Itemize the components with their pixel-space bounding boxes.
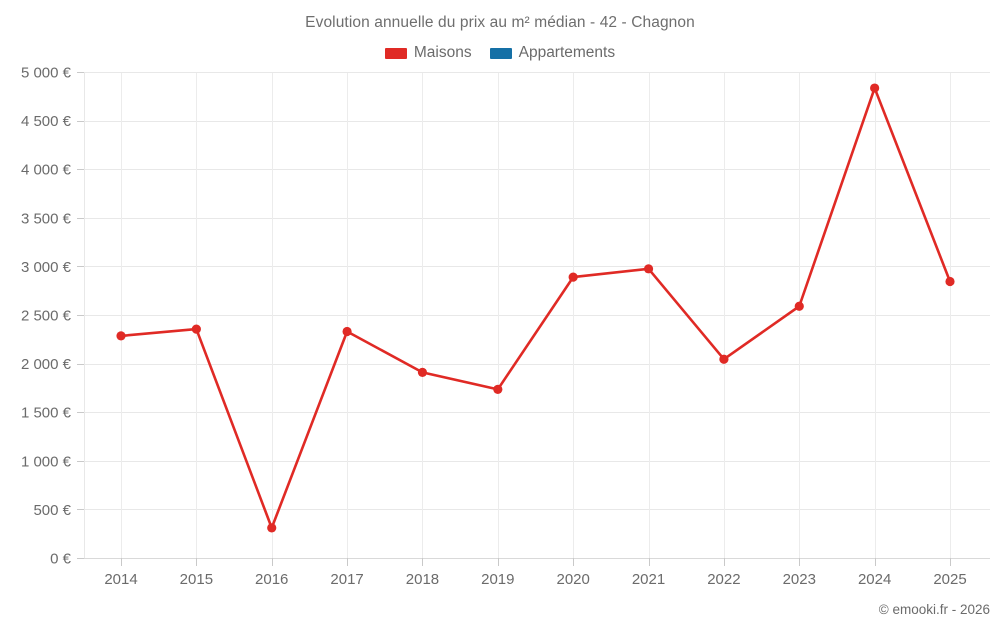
x-tick-label: 2020	[556, 571, 589, 588]
legend-swatch-appartements	[489, 47, 512, 59]
legend-label-appartements: Appartements	[518, 44, 616, 61]
data-point-maisons[interactable]	[267, 523, 277, 533]
x-tick-label: 2018	[406, 571, 439, 588]
y-tick-label: 500 €	[33, 502, 71, 519]
x-tickmarks	[77, 72, 951, 566]
legend-swatch-maisons	[384, 47, 407, 59]
data-point-maisons[interactable]	[417, 367, 428, 377]
axis-lines	[84, 72, 990, 558]
series-lines	[119, 86, 952, 530]
y-tick-labels: 0 € 500 € 1 000 € 1 500 € 2 000 € 2 500 € 3 00…	[21, 65, 72, 568]
data-point-maisons[interactable]	[493, 384, 503, 394]
data-point-maisons[interactable]	[870, 83, 880, 93]
credit-text: © emooki.fr - 2026	[878, 602, 990, 617]
y-tick-label: 5 000 €	[21, 65, 72, 82]
x-tick-label: 2025	[933, 571, 966, 588]
data-point-maisons[interactable]	[719, 354, 729, 364]
y-tick-label: 0 €	[50, 551, 72, 568]
x-tick-label: 2021	[632, 571, 665, 588]
legend-label-maisons: Maisons	[413, 44, 472, 61]
data-point-maisons[interactable]	[794, 301, 804, 311]
x-tick-label: 2023	[783, 571, 816, 588]
chart-legend: Maisons Appartements	[0, 44, 1000, 62]
y-tick-label: 4 000 €	[21, 162, 72, 179]
y-tick-label: 1 500 €	[21, 405, 72, 422]
x-tick-label: 2014	[104, 571, 137, 588]
data-point-maisons[interactable]	[945, 276, 955, 287]
y-tick-label: 1 000 €	[21, 453, 72, 470]
data-point-maisons[interactable]	[643, 264, 654, 274]
x-gridlines	[121, 72, 951, 558]
series-line-maisons	[119, 86, 952, 530]
x-tick-label: 2017	[330, 571, 363, 588]
legend-item-appartements[interactable]: Appartements	[489, 44, 616, 62]
series-points	[116, 83, 955, 533]
legend-item-maisons[interactable]: Maisons	[384, 44, 472, 62]
y-tick-label: 2 500 €	[21, 308, 72, 325]
y-tick-label: 2 000 €	[21, 356, 72, 373]
x-tick-label: 2022	[707, 571, 740, 588]
x-tick-label: 2024	[858, 571, 891, 588]
data-point-maisons[interactable]	[568, 272, 578, 282]
data-point-maisons[interactable]	[116, 331, 126, 341]
x-tick-label: 2019	[481, 571, 514, 588]
data-point-maisons[interactable]	[191, 324, 201, 334]
chart-title: Evolution annuelle du prix au m² médian …	[305, 14, 695, 31]
data-point-maisons[interactable]	[342, 326, 352, 337]
x-tick-label: 2016	[255, 571, 288, 588]
x-tick-labels: 2014 2015 2016 2017 2018 2019 2020 2021 2022 2023…	[104, 571, 966, 588]
y-tick-label: 3 000 €	[21, 259, 72, 276]
y-tick-label: 3 500 €	[21, 210, 72, 227]
x-tick-label: 2015	[180, 571, 213, 588]
y-tick-label: 4 500 €	[21, 113, 72, 130]
